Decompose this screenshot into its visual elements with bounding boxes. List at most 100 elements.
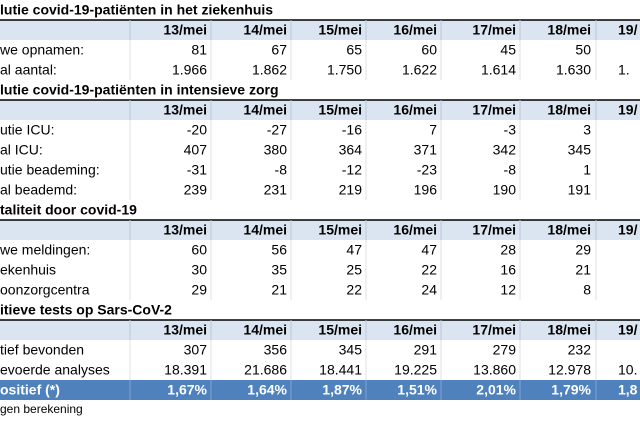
cell: 13/mei xyxy=(163,322,207,338)
cell: 60 xyxy=(191,242,207,258)
header-row xyxy=(0,220,640,240)
cell: 17/mei xyxy=(472,222,516,238)
cell: 1 xyxy=(583,162,591,178)
cell: -12 xyxy=(342,162,362,178)
cell: 16 xyxy=(500,262,516,278)
cell: 60 xyxy=(421,42,437,58)
cell: 364 xyxy=(339,142,363,158)
cell: 1.614 xyxy=(481,62,516,78)
row-label: utie beademing: xyxy=(0,162,100,178)
row-label: we meldingen: xyxy=(0,242,90,258)
cell: 47 xyxy=(421,242,437,258)
cell: 16/mei xyxy=(393,222,437,238)
cell: -27 xyxy=(267,122,287,138)
cell: 29 xyxy=(575,242,591,258)
row-label: ekenhuis xyxy=(0,262,56,278)
cell: 12 xyxy=(500,282,516,298)
cell: 1,79% xyxy=(551,382,591,398)
cell: 18/mei xyxy=(547,322,591,338)
cell: 8 xyxy=(583,282,591,298)
row-label: al aantal: xyxy=(0,62,57,78)
row-label: al beademd: xyxy=(0,182,77,198)
row-label: evoerde analyses xyxy=(0,362,110,378)
cell: 67 xyxy=(271,42,287,58)
cell: 28 xyxy=(500,242,516,258)
cell: 18.441 xyxy=(319,362,362,378)
cell: -16 xyxy=(342,122,362,138)
cell: 3 xyxy=(583,122,591,138)
cell: 18/mei xyxy=(547,222,591,238)
cell: 1.862 xyxy=(252,62,287,78)
cell: 65 xyxy=(346,42,362,58)
cell: 19/ xyxy=(618,322,638,338)
cell: 13/mei xyxy=(163,22,207,38)
section-title: taliteit door covid-19 xyxy=(0,202,137,218)
cell: 56 xyxy=(271,242,287,258)
cell: 231 xyxy=(264,182,288,198)
header-row xyxy=(0,100,640,120)
cell: 407 xyxy=(184,142,208,158)
section-title: lutie covid-19-patiënten in het ziekenhu… xyxy=(0,2,273,18)
cell: 16/mei xyxy=(393,22,437,38)
cell: -23 xyxy=(417,162,437,178)
cell: 345 xyxy=(339,342,363,358)
cell: 13/mei xyxy=(163,222,207,238)
cell: 15/mei xyxy=(318,322,362,338)
cell: 307 xyxy=(184,342,208,358)
cell: 14/mei xyxy=(243,22,287,38)
footnote: gen berekening xyxy=(0,402,83,416)
cell: 81 xyxy=(191,42,207,58)
cell: 35 xyxy=(271,262,287,278)
cell: 14/mei xyxy=(243,102,287,118)
cell: 17/mei xyxy=(472,22,516,38)
cell: 342 xyxy=(493,142,517,158)
cell: 18/mei xyxy=(547,22,591,38)
cell: 19/ xyxy=(618,22,638,38)
cell: 371 xyxy=(414,142,438,158)
cell: 16/mei xyxy=(393,322,437,338)
cell: 22 xyxy=(421,262,437,278)
cell: 21 xyxy=(575,262,591,278)
row-label: ositief (*) xyxy=(0,382,60,398)
cell: 17/mei xyxy=(472,322,516,338)
cell: 239 xyxy=(184,182,208,198)
row-label: tief bevonden xyxy=(0,342,84,358)
cell: 380 xyxy=(264,142,288,158)
cell: 21.686 xyxy=(244,362,287,378)
cell: 17/mei xyxy=(472,102,516,118)
cell: 50 xyxy=(575,42,591,58)
cell: 18/mei xyxy=(547,102,591,118)
cell: 191 xyxy=(568,182,592,198)
cell: 1.750 xyxy=(327,62,362,78)
cell: -20 xyxy=(187,122,207,138)
header-row xyxy=(0,20,640,40)
cell: 279 xyxy=(493,342,517,358)
cell: 1.622 xyxy=(402,62,437,78)
cell: -31 xyxy=(187,162,207,178)
cell: 345 xyxy=(568,142,592,158)
cell: 1.630 xyxy=(556,62,591,78)
row-label: oonzorgcentra xyxy=(0,282,90,298)
cell: 10. xyxy=(618,362,637,378)
row-label: we opnamen: xyxy=(0,42,84,58)
cell: 19.225 xyxy=(394,362,437,378)
cell: 47 xyxy=(346,242,362,258)
cell: 1,67% xyxy=(167,382,207,398)
cell: 25 xyxy=(346,262,362,278)
row-label: al ICU: xyxy=(0,142,43,158)
cell: 1.966 xyxy=(172,62,207,78)
cell: 22 xyxy=(346,282,362,298)
total-row xyxy=(0,380,640,400)
cell: 1,64% xyxy=(247,382,287,398)
cell: 7 xyxy=(429,122,437,138)
cell: 14/mei xyxy=(243,322,287,338)
cell: 232 xyxy=(568,342,592,358)
cell: 2,01% xyxy=(476,382,516,398)
cell: 356 xyxy=(264,342,288,358)
cell: 15/mei xyxy=(318,222,362,238)
cell: 13.860 xyxy=(473,362,516,378)
section-title: lutie covid-19-patiënten in intensieve z… xyxy=(0,82,279,98)
cell: 1,8 xyxy=(618,382,638,398)
